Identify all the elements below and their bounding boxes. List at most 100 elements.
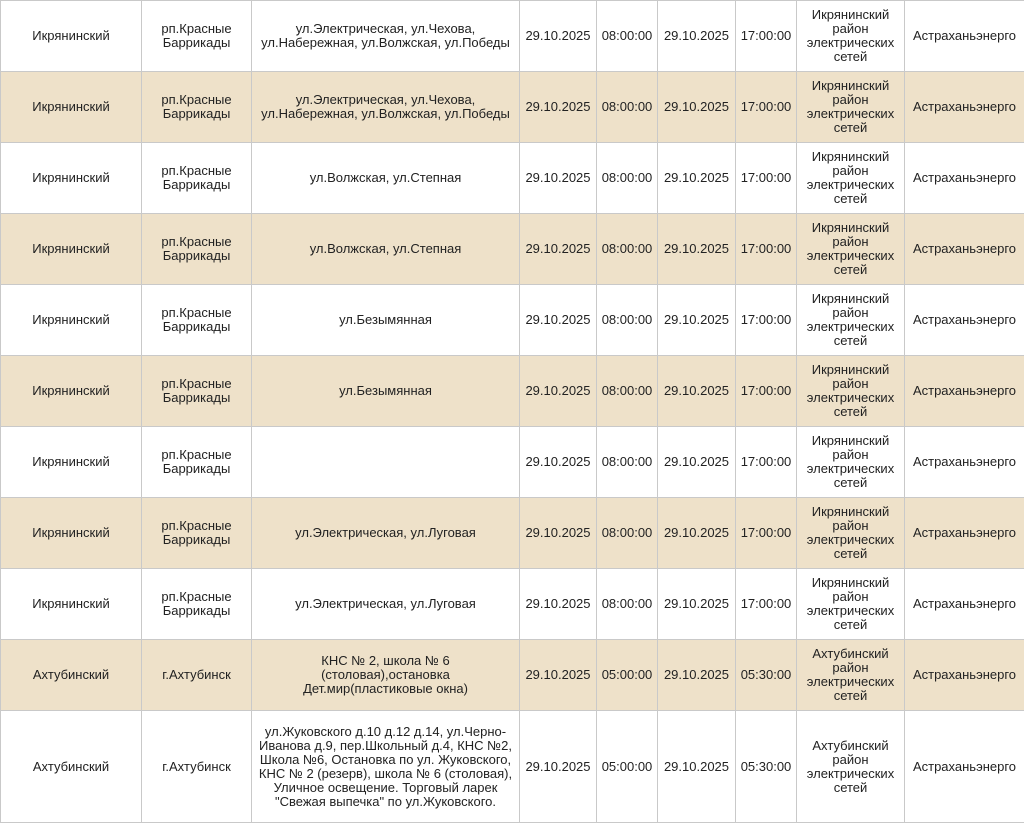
cell-start-date: 29.10.2025 — [519, 0, 597, 72]
cell-locality: рп.Красные Баррикады — [141, 568, 252, 640]
table-row: Икрянинский рп.Красные Баррикады ул.Электр… — [0, 71, 1024, 143]
cell-addresses: ул.Безымянная — [251, 355, 520, 427]
cell-end-time: 05:30:00 — [735, 639, 797, 711]
cell-end-date: 29.10.2025 — [657, 497, 736, 569]
table-row: Ахтубинский г.Ахтубинск ул.Жуковского д.10… — [0, 710, 1024, 823]
cell-company: Астраханьэнерго — [904, 71, 1024, 143]
table-row: Икрянинский рп.Красные Баррикады ул.Электр… — [0, 497, 1024, 569]
cell-network: Икрянинский район электрических сетей — [796, 426, 905, 498]
cell-district: Икрянинский — [0, 568, 142, 640]
cell-locality: рп.Красные Баррикады — [141, 71, 252, 143]
cell-network: Икрянинский район электрических сетей — [796, 142, 905, 214]
table-row: Икрянинский рп.Красные Баррикады ул.Электр… — [0, 568, 1024, 640]
cell-end-time: 17:00:00 — [735, 355, 797, 427]
cell-start-time: 08:00:00 — [596, 142, 658, 214]
table-row: Ахтубинский г.Ахтубинск КНС № 2, школа № 6… — [0, 639, 1024, 711]
cell-network: Икрянинский район электрических сетей — [796, 355, 905, 427]
cell-addresses: ул.Электрическая, ул.Луговая — [251, 568, 520, 640]
cell-district: Икрянинский — [0, 71, 142, 143]
cell-district: Икрянинский — [0, 497, 142, 569]
cell-addresses: ул.Волжская, ул.Степная — [251, 213, 520, 285]
cell-company: Астраханьэнерго — [904, 710, 1024, 823]
cell-start-time: 08:00:00 — [596, 355, 658, 427]
cell-end-date: 29.10.2025 — [657, 355, 736, 427]
cell-start-date: 29.10.2025 — [519, 284, 597, 356]
cell-end-date: 29.10.2025 — [657, 639, 736, 711]
table-row: Икрянинский рп.Красные Баррикады ул.Безымя… — [0, 355, 1024, 427]
cell-start-date: 29.10.2025 — [519, 426, 597, 498]
cell-network: Ахтубинский район электрических сетей — [796, 710, 905, 823]
cell-network: Икрянинский район электрических сетей — [796, 71, 905, 143]
cell-addresses: ул.Безымянная — [251, 284, 520, 356]
cell-start-time: 08:00:00 — [596, 0, 658, 72]
cell-end-time: 17:00:00 — [735, 568, 797, 640]
cell-company: Астраханьэнерго — [904, 142, 1024, 214]
cell-start-time: 05:00:00 — [596, 639, 658, 711]
cell-end-date: 29.10.2025 — [657, 0, 736, 72]
cell-addresses: ул.Электрическая, ул.Чехова, ул.Набережн… — [251, 71, 520, 143]
cell-start-date: 29.10.2025 — [519, 639, 597, 711]
cell-network: Икрянинский район электрических сетей — [796, 568, 905, 640]
cell-company: Астраханьэнерго — [904, 568, 1024, 640]
cell-end-date: 29.10.2025 — [657, 142, 736, 214]
cell-end-date: 29.10.2025 — [657, 213, 736, 285]
cell-network: Ахтубинский район электрических сетей — [796, 639, 905, 711]
cell-start-date: 29.10.2025 — [519, 71, 597, 143]
table-row: Икрянинский рп.Красные Баррикады ул.Волжск… — [0, 142, 1024, 214]
table-row: Икрянинский рп.Красные Баррикады ул.Волжск… — [0, 213, 1024, 285]
cell-start-time: 08:00:00 — [596, 426, 658, 498]
cell-company: Астраханьэнерго — [904, 497, 1024, 569]
cell-locality: г.Ахтубинск — [141, 639, 252, 711]
cell-end-time: 17:00:00 — [735, 0, 797, 72]
cell-network: Икрянинский район электрических сетей — [796, 213, 905, 285]
cell-district: Икрянинский — [0, 284, 142, 356]
cell-district: Икрянинский — [0, 142, 142, 214]
cell-start-date: 29.10.2025 — [519, 355, 597, 427]
cell-start-time: 08:00:00 — [596, 213, 658, 285]
table-row: Икрянинский рп.Красные Баррикады 29.10.202… — [0, 426, 1024, 498]
cell-network: Икрянинский район электрических сетей — [796, 284, 905, 356]
cell-district: Икрянинский — [0, 213, 142, 285]
cell-locality: рп.Красные Баррикады — [141, 426, 252, 498]
cell-company: Астраханьэнерго — [904, 639, 1024, 711]
cell-start-date: 29.10.2025 — [519, 497, 597, 569]
cell-district: Икрянинский — [0, 355, 142, 427]
cell-addresses: ул.Жуковского д.10 д.12 д.14, ул.Черно-И… — [251, 710, 520, 823]
cell-end-date: 29.10.2025 — [657, 71, 736, 143]
cell-end-date: 29.10.2025 — [657, 426, 736, 498]
cell-network: Икрянинский район электрических сетей — [796, 0, 905, 72]
cell-end-time: 17:00:00 — [735, 284, 797, 356]
cell-start-time: 08:00:00 — [596, 497, 658, 569]
cell-end-time: 17:00:00 — [735, 497, 797, 569]
cell-end-date: 29.10.2025 — [657, 710, 736, 823]
cell-start-time: 08:00:00 — [596, 284, 658, 356]
cell-end-time: 05:30:00 — [735, 710, 797, 823]
cell-company: Астраханьэнерго — [904, 355, 1024, 427]
cell-end-time: 17:00:00 — [735, 142, 797, 214]
cell-end-date: 29.10.2025 — [657, 284, 736, 356]
cell-locality: г.Ахтубинск — [141, 710, 252, 823]
cell-end-date: 29.10.2025 — [657, 568, 736, 640]
cell-start-date: 29.10.2025 — [519, 568, 597, 640]
cell-start-time: 08:00:00 — [596, 568, 658, 640]
cell-start-date: 29.10.2025 — [519, 710, 597, 823]
cell-addresses: ул.Электрическая, ул.Чехова, ул.Набережн… — [251, 0, 520, 72]
cell-locality: рп.Красные Баррикады — [141, 142, 252, 214]
cell-company: Астраханьэнерго — [904, 0, 1024, 72]
cell-start-time: 08:00:00 — [596, 71, 658, 143]
cell-start-date: 29.10.2025 — [519, 142, 597, 214]
cell-end-time: 17:00:00 — [735, 213, 797, 285]
cell-end-time: 17:00:00 — [735, 71, 797, 143]
cell-company: Астраханьэнерго — [904, 213, 1024, 285]
cell-addresses: КНС № 2, школа № 6 (столовая),остановка … — [251, 639, 520, 711]
table-row: Икрянинский рп.Красные Баррикады ул.Электр… — [0, 0, 1024, 72]
cell-locality: рп.Красные Баррикады — [141, 355, 252, 427]
cell-end-time: 17:00:00 — [735, 426, 797, 498]
cell-network: Икрянинский район электрических сетей — [796, 497, 905, 569]
cell-locality: рп.Красные Баррикады — [141, 0, 252, 72]
cell-district: Ахтубинский — [0, 710, 142, 823]
cell-addresses: ул.Волжская, ул.Степная — [251, 142, 520, 214]
